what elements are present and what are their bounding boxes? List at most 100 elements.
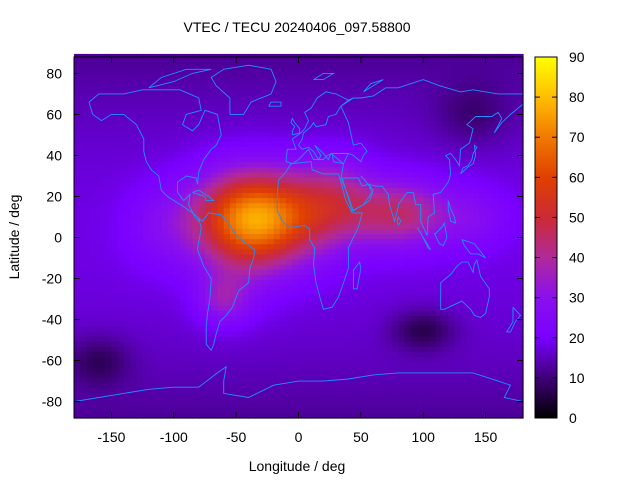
heatmap-cell	[130, 371, 137, 378]
heatmap-cell	[279, 294, 287, 301]
heatmap-cell	[404, 310, 412, 317]
heatmap-cell	[223, 197, 231, 204]
heatmap-cell	[498, 356, 505, 363]
heatmap-cell	[180, 397, 187, 404]
heatmap-cell	[98, 228, 106, 234]
heatmap-cell	[348, 130, 356, 137]
heatmap-cell	[448, 335, 456, 342]
heatmap-cell	[410, 207, 418, 214]
heatmap-cell	[248, 407, 256, 414]
heatmap-cell	[223, 382, 231, 388]
heatmap-cell	[236, 182, 243, 188]
heatmap-cell	[148, 135, 156, 142]
heatmap-cell	[198, 228, 206, 234]
heatmap-cell	[354, 382, 362, 388]
heatmap-cell	[155, 294, 162, 301]
heatmap-cell	[248, 335, 256, 342]
heatmap-cell	[167, 74, 175, 81]
heatmap-cell	[248, 146, 256, 152]
heatmap-cell	[217, 269, 225, 276]
heatmap-cell	[348, 187, 356, 193]
heatmap-cell	[373, 412, 381, 419]
heatmap-cell	[180, 300, 187, 306]
heatmap-cell	[173, 146, 181, 152]
heatmap-cell	[273, 335, 281, 342]
heatmap-cell	[329, 141, 337, 147]
heatmap-cell	[342, 171, 349, 178]
heatmap-cell	[498, 166, 505, 173]
heatmap-cell	[105, 274, 113, 281]
heatmap-cell	[485, 248, 493, 255]
heatmap-cell	[236, 151, 243, 158]
heatmap-cell	[342, 346, 349, 352]
heatmap-cell	[248, 64, 256, 70]
heatmap-cell	[92, 253, 100, 260]
heatmap-cell	[248, 223, 256, 229]
heatmap-cell	[105, 294, 113, 301]
heatmap-cell	[86, 402, 94, 409]
heatmap-cell	[435, 289, 443, 296]
heatmap-cell	[80, 125, 88, 132]
heatmap-cell	[211, 89, 219, 96]
heatmap-cell	[460, 264, 468, 270]
heatmap-cell	[229, 89, 237, 96]
heatmap-cell	[498, 238, 505, 245]
heatmap-cell	[211, 361, 219, 368]
heatmap-cell	[217, 202, 225, 209]
heatmap-cell	[292, 110, 300, 117]
heatmap-cell	[223, 300, 231, 306]
heatmap-cell	[392, 284, 399, 291]
heatmap-cell	[261, 264, 268, 270]
heatmap-cell	[148, 79, 156, 86]
heatmap-cell	[204, 166, 212, 173]
heatmap-cell	[485, 392, 493, 399]
heatmap-cell	[410, 407, 418, 414]
heatmap-cell	[304, 279, 312, 286]
heatmap-cell	[454, 84, 462, 91]
heatmap-cell	[192, 351, 200, 358]
heatmap-cell	[323, 100, 331, 106]
heatmap-cell	[142, 105, 150, 111]
heatmap-cell	[304, 100, 312, 106]
heatmap-cell	[117, 407, 125, 414]
heatmap-cell	[510, 325, 518, 332]
heatmap-cell	[323, 79, 331, 86]
heatmap-cell	[323, 335, 331, 342]
heatmap-cell	[360, 335, 368, 342]
heatmap-cell	[105, 105, 113, 111]
heatmap-cell	[423, 69, 431, 76]
heatmap-cell	[86, 120, 94, 127]
heatmap-cell	[254, 218, 262, 224]
heatmap-cell	[286, 243, 293, 250]
heatmap-cell	[416, 156, 424, 163]
heatmap-cell	[392, 176, 399, 183]
heatmap-cell	[360, 115, 368, 122]
heatmap-cell	[348, 197, 356, 204]
heatmap-cell	[155, 330, 162, 337]
heatmap-cell	[367, 176, 374, 183]
heatmap-cell	[348, 141, 356, 147]
heatmap-cell	[360, 330, 368, 337]
heatmap-cell	[186, 166, 194, 173]
heatmap-cell	[429, 171, 437, 178]
heatmap-cell	[142, 274, 150, 281]
heatmap-cell	[242, 207, 250, 214]
heatmap-cell	[498, 407, 505, 414]
heatmap-cell	[142, 351, 150, 358]
heatmap-cell	[473, 284, 480, 291]
heatmap-cell	[286, 366, 293, 373]
heatmap-cell	[80, 64, 88, 70]
heatmap-cell	[348, 274, 356, 281]
heatmap-cell	[117, 305, 125, 311]
heatmap-cell	[373, 212, 381, 219]
heatmap-cell	[398, 202, 406, 209]
heatmap-cell	[142, 325, 150, 332]
heatmap-cell	[354, 110, 362, 117]
heatmap-cell	[510, 335, 518, 342]
heatmap-cell	[435, 120, 443, 127]
heatmap-cell	[261, 315, 268, 322]
heatmap-cell	[323, 176, 331, 183]
heatmap-cell	[117, 238, 125, 245]
heatmap-cell	[229, 171, 237, 178]
heatmap-cell	[204, 238, 212, 245]
